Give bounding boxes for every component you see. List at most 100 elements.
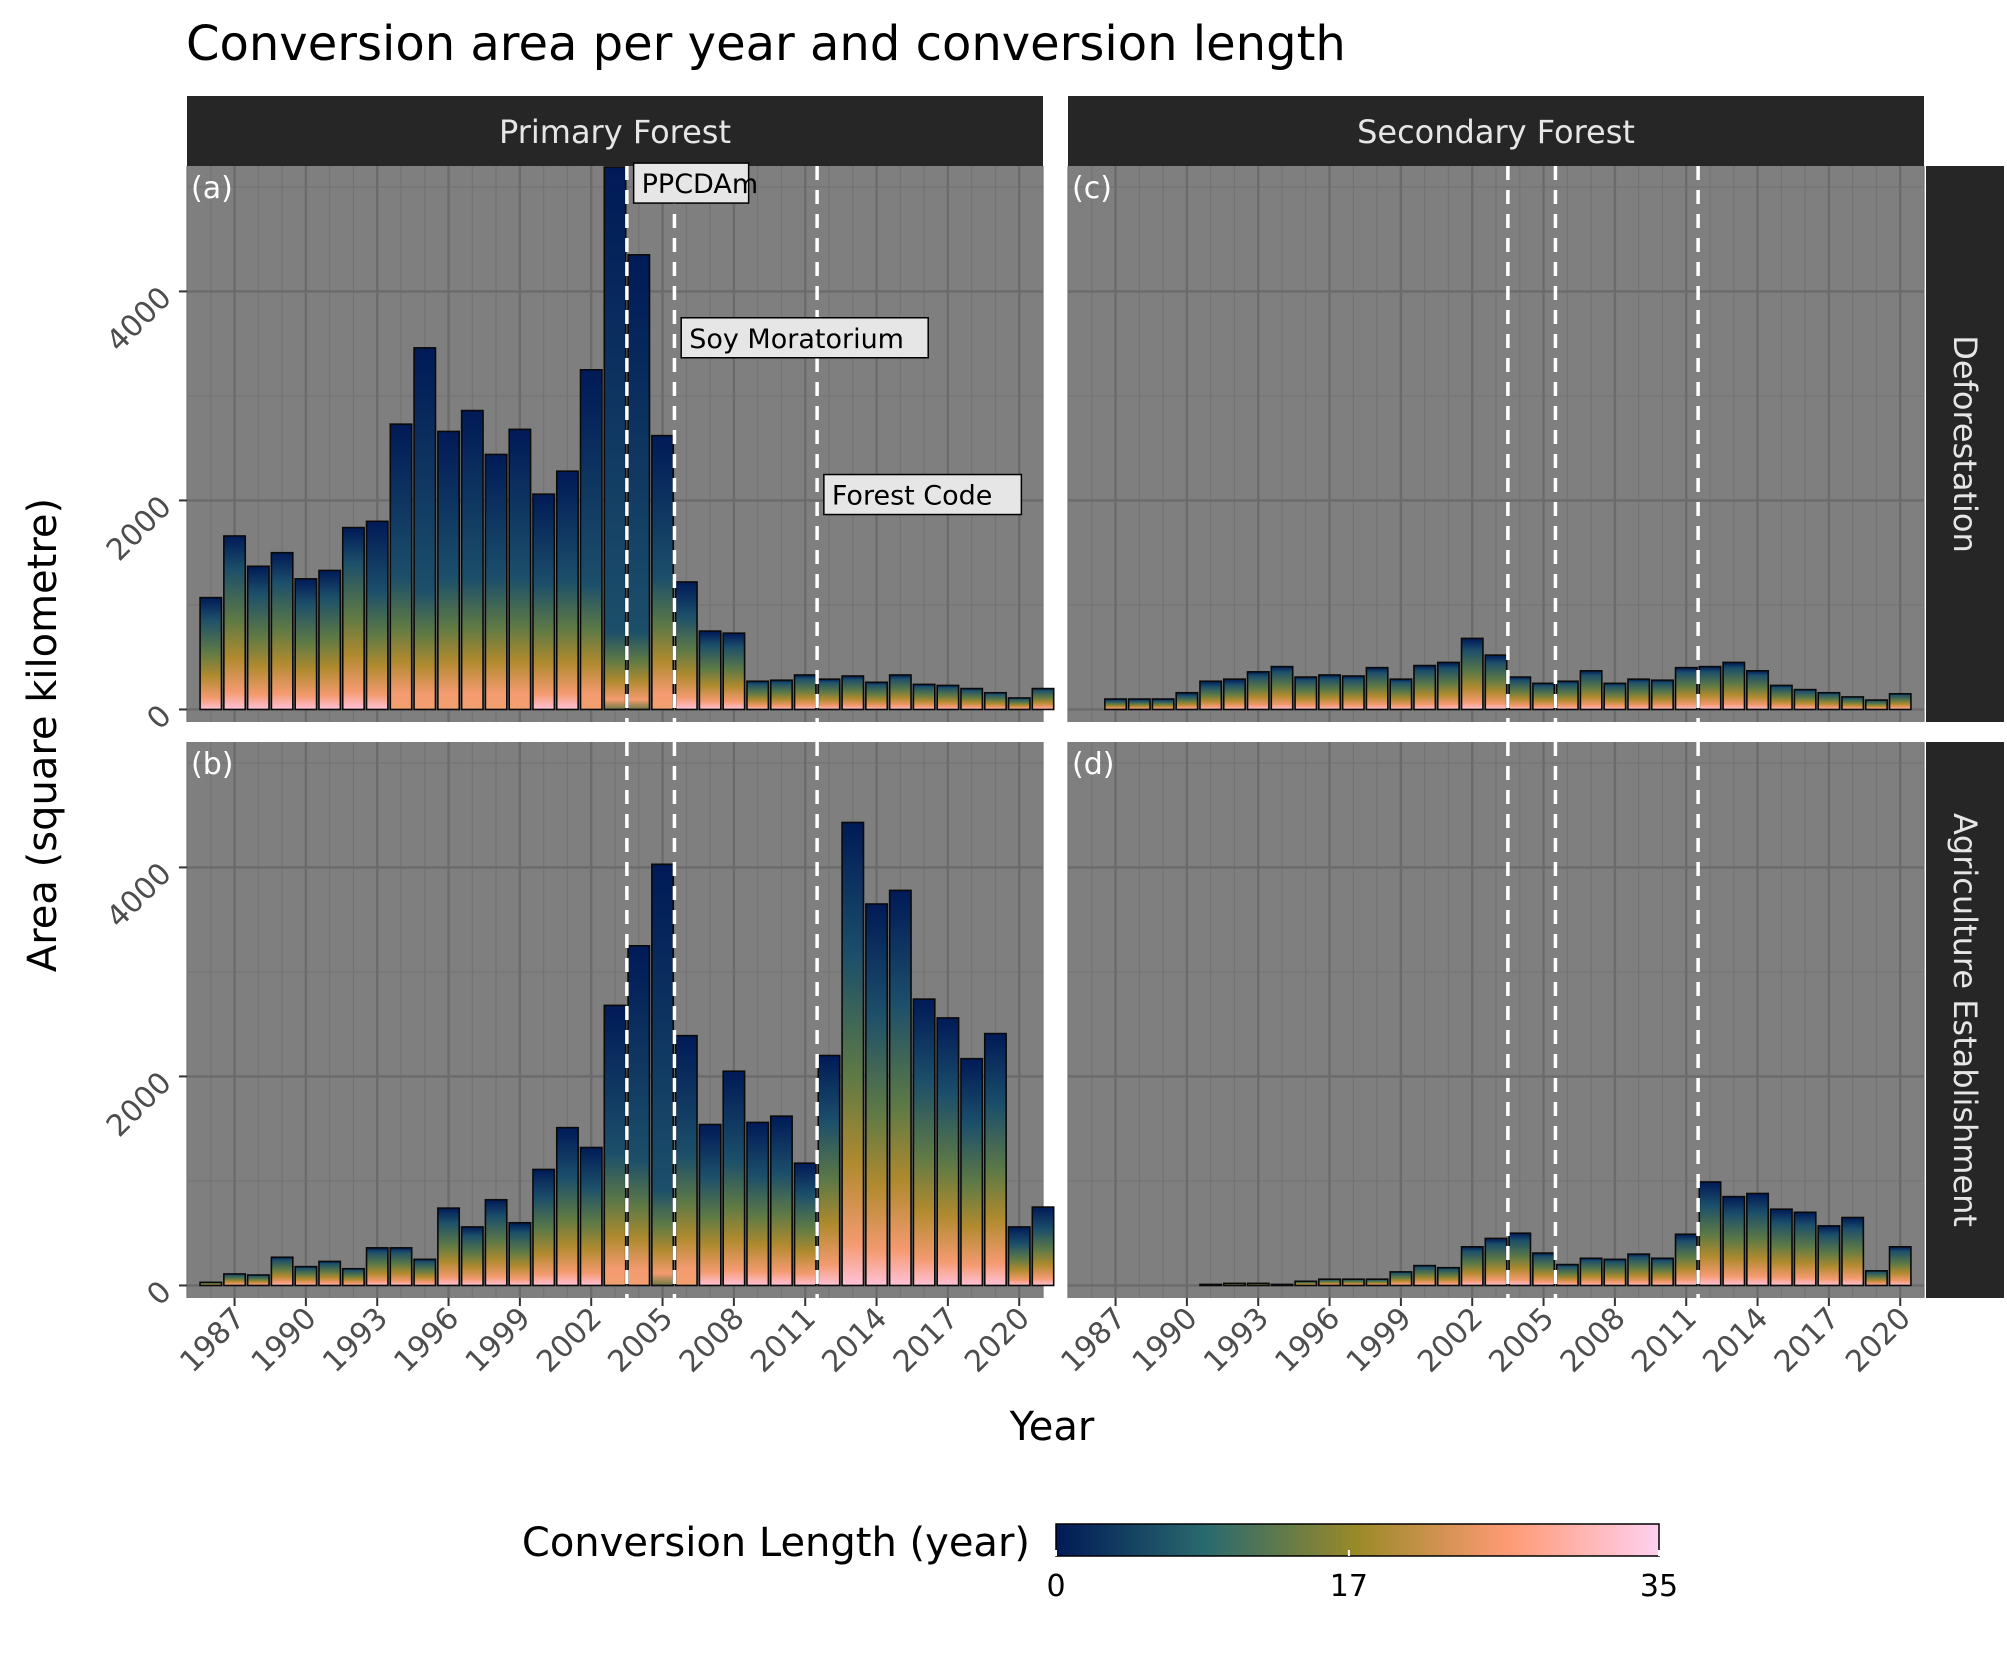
x-axis-label: Year [1009, 1404, 1095, 1450]
bar [1151, 698, 1175, 711]
bar [555, 470, 579, 711]
bar [1365, 1278, 1389, 1287]
bar [1841, 1216, 1865, 1287]
bar [912, 998, 936, 1287]
x-tick-label: 2005 [1482, 1301, 1561, 1380]
bar [651, 863, 675, 1287]
bar [793, 674, 817, 711]
bar [341, 1267, 365, 1287]
policy-label-box [823, 473, 1023, 516]
bar [1318, 1278, 1342, 1287]
bar [246, 565, 270, 711]
bar [365, 1247, 389, 1287]
bar [1389, 1271, 1413, 1287]
bar [484, 453, 508, 711]
x-tick-label: 2005 [601, 1301, 680, 1380]
bar [1175, 691, 1199, 711]
bar [793, 1162, 817, 1287]
bar [674, 581, 698, 711]
facet-strip-row [1926, 742, 2004, 1298]
bar [1007, 697, 1031, 711]
x-tick-label: 1990 [1126, 1301, 1205, 1380]
bar [983, 1032, 1007, 1287]
chart-title: Conversion area per year and conversion … [186, 16, 1346, 72]
bar [1294, 1280, 1318, 1287]
bar [413, 1258, 437, 1287]
bar [817, 678, 841, 711]
bar [437, 1207, 461, 1287]
bar [1341, 675, 1365, 711]
bar [389, 423, 413, 711]
bar [1841, 696, 1865, 711]
facet-label-column: Secondary Forest [1357, 113, 1635, 151]
bar [579, 1146, 603, 1287]
x-tick-label: 1996 [1268, 1301, 1347, 1380]
bar [769, 679, 793, 711]
bar [1318, 674, 1342, 711]
panel-tag: (b) [191, 747, 233, 782]
x-tick-label: 2017 [887, 1301, 966, 1380]
bar [199, 596, 223, 711]
bar [1627, 1253, 1651, 1287]
bar [1864, 1270, 1888, 1287]
bar [1222, 1282, 1246, 1287]
bar [1460, 637, 1484, 711]
bar [746, 680, 770, 711]
x-tick-label: 1999 [459, 1301, 538, 1380]
bar [1484, 1237, 1508, 1287]
bar [1746, 1192, 1770, 1287]
bar [1532, 682, 1556, 711]
panel-tag: (c) [1072, 171, 1112, 206]
bar [865, 903, 889, 1287]
bar [1341, 1278, 1365, 1287]
y-tick-label: 2000 [100, 1065, 179, 1144]
bar [1532, 1252, 1556, 1287]
bar [270, 551, 294, 711]
bar [437, 430, 461, 711]
facet-strip-row [1926, 166, 2004, 722]
bar [294, 1265, 318, 1287]
facet-panel: (d)1987199019931996199920022005200820112… [1054, 742, 1925, 1380]
bar [698, 1123, 722, 1287]
bar [1674, 1233, 1698, 1287]
bar [318, 569, 342, 711]
bar [1413, 1264, 1437, 1287]
bar [460, 1226, 484, 1287]
bar [1484, 654, 1508, 711]
bar [1031, 687, 1055, 711]
bar [1246, 671, 1270, 711]
policy-label: PPCDAm [642, 169, 759, 200]
colorbar [1055, 1523, 1660, 1557]
bar [1579, 1257, 1603, 1287]
bar [223, 1273, 247, 1287]
bar [1389, 678, 1413, 711]
bar [1817, 1225, 1841, 1287]
colorbar-tick-label: 17 [1330, 1569, 1368, 1604]
bar [1222, 678, 1246, 711]
y-tick-label: 2000 [100, 489, 179, 568]
facet-panel: (c) [1067, 166, 1925, 722]
y-tick-label: 4000 [100, 856, 179, 935]
bar [817, 1054, 841, 1287]
y-tick-label: 0 [140, 1274, 178, 1312]
bar [532, 1168, 556, 1287]
bar [936, 684, 960, 711]
x-tick-label: 2014 [1696, 1301, 1775, 1380]
bar [1888, 692, 1912, 711]
panel-tag: (a) [191, 171, 233, 206]
bar [294, 578, 318, 711]
bar [1413, 664, 1437, 711]
bar [1127, 698, 1151, 711]
bar [1508, 676, 1532, 711]
bar [627, 944, 651, 1287]
bar [508, 1221, 532, 1287]
bar [1698, 665, 1722, 711]
panel-tag: (d) [1072, 747, 1114, 782]
x-tick-label: 1999 [1340, 1301, 1419, 1380]
facet-label-column: Primary Forest [499, 113, 731, 151]
bar [1199, 680, 1223, 711]
bar [722, 632, 746, 711]
policy-label-box [632, 162, 750, 204]
colorbar-title: Conversion Length (year) [522, 1520, 1030, 1566]
bar [1555, 1263, 1579, 1287]
